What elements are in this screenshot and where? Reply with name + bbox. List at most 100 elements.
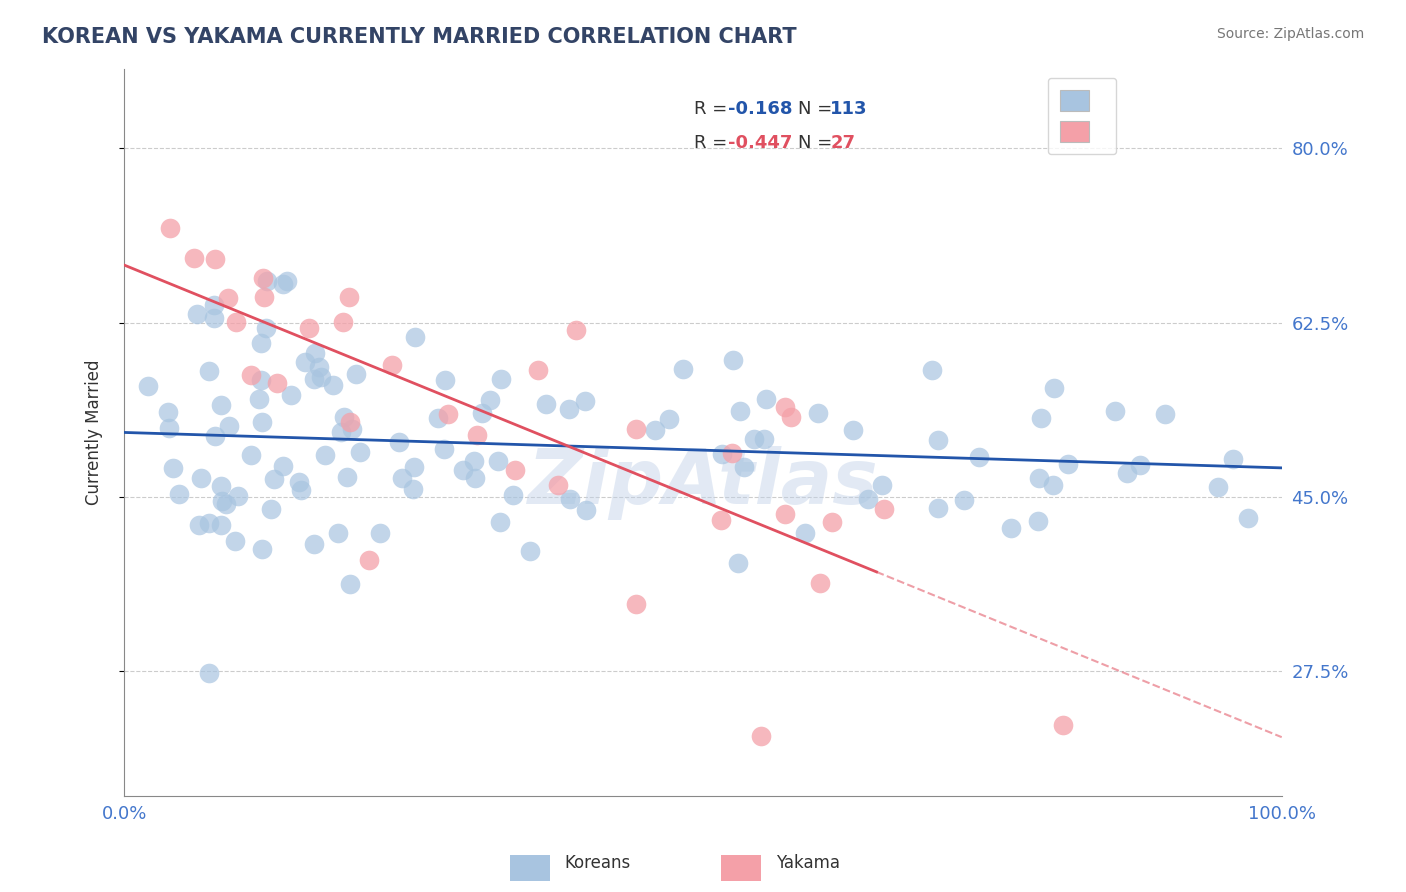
Point [162,461,184,475]
Point [873,502,896,516]
Point [263,472,285,486]
Point [209,517,232,532]
Point [1222,452,1244,467]
Point [302,537,325,551]
Point [921,363,943,377]
Point [240,368,263,383]
Point [404,330,426,344]
Point [728,404,751,418]
Point [1028,471,1050,485]
Point [198,364,221,378]
Point [502,488,524,502]
Point [197,516,219,530]
Point [624,597,647,611]
Point [253,290,276,304]
Point [489,515,512,529]
Text: Yakama: Yakama [776,855,841,872]
Point [249,392,271,407]
Point [333,410,356,425]
Point [183,251,205,265]
Point [1208,480,1230,494]
Point [271,458,294,473]
Point [773,507,796,521]
Point [1129,458,1152,473]
Point [344,368,367,382]
Text: ZipAtlas: ZipAtlas [527,446,879,520]
Point [519,544,541,558]
Point [793,525,815,540]
Point [156,405,179,419]
Point [218,418,240,433]
Text: KOREAN VS YAKAMA CURRENTLY MARRIED CORRELATION CHART: KOREAN VS YAKAMA CURRENTLY MARRIED CORRE… [42,27,797,46]
Point [479,393,502,408]
Text: 113: 113 [831,100,868,119]
Point [280,387,302,401]
Point [733,460,755,475]
Point [558,492,581,507]
Point [463,454,485,468]
Point [547,478,569,492]
Point [217,291,239,305]
Point [198,666,221,681]
Point [190,471,212,485]
Point [250,373,273,387]
Point [226,489,249,503]
Point [326,525,349,540]
Legend: , : , [1047,78,1116,154]
Point [464,471,486,485]
Point [1043,381,1066,395]
Point [167,487,190,501]
Point [252,270,274,285]
Point [1000,521,1022,535]
Point [927,500,949,515]
Point [491,372,513,386]
Point [224,534,246,549]
Point [969,450,991,465]
Point [209,398,232,412]
Y-axis label: Currently Married: Currently Married [86,359,103,505]
Point [721,445,744,459]
Point [202,310,225,325]
Point [672,361,695,376]
Point [159,221,181,235]
Text: R =: R = [693,135,733,153]
Point [329,425,352,439]
Point [742,432,765,446]
Point [260,502,283,516]
Point [298,320,321,334]
Point [215,497,238,511]
Point [266,376,288,390]
Point [755,392,778,406]
Point [841,423,863,437]
Point [309,369,332,384]
Point [821,515,844,529]
Point [574,394,596,409]
Point [710,513,733,527]
Point [276,274,298,288]
Point [1237,511,1260,525]
Point [204,252,226,267]
Point [927,434,949,448]
Point [434,374,457,388]
Point [721,352,744,367]
Point [433,442,456,456]
Point [322,377,344,392]
Point [294,355,316,369]
Point [808,576,831,591]
Point [314,448,336,462]
Point [188,518,211,533]
Point [644,423,666,437]
Point [304,346,326,360]
Point [186,307,208,321]
Point [505,463,527,477]
Point [870,478,893,492]
Point [1042,478,1064,492]
Text: Koreans: Koreans [564,855,631,872]
Point [388,434,411,449]
Point [575,503,598,517]
Point [752,432,775,446]
Point [773,401,796,415]
Point [157,421,180,435]
Point [1056,457,1078,471]
Point [211,494,233,508]
